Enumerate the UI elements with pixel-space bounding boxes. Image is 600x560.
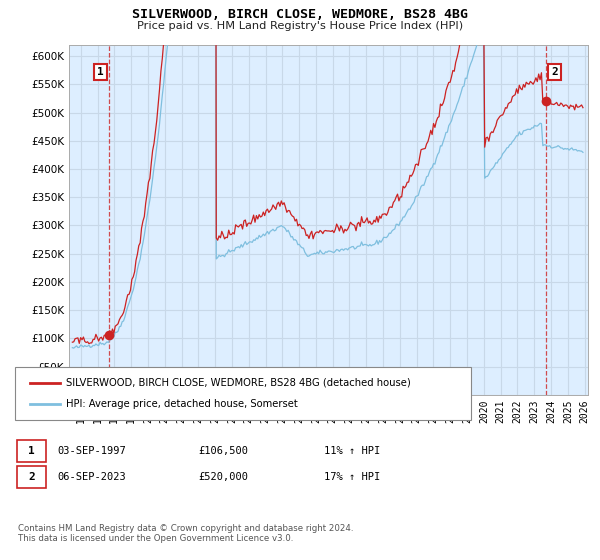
Text: 2: 2 — [551, 67, 558, 77]
Text: Price paid vs. HM Land Registry's House Price Index (HPI): Price paid vs. HM Land Registry's House … — [137, 21, 463, 31]
Text: 11% ↑ HPI: 11% ↑ HPI — [324, 446, 380, 456]
Text: £520,000: £520,000 — [198, 472, 248, 482]
Text: 03-SEP-1997: 03-SEP-1997 — [57, 446, 126, 456]
Text: HPI: Average price, detached house, Somerset: HPI: Average price, detached house, Some… — [66, 399, 298, 409]
Text: 06-SEP-2023: 06-SEP-2023 — [57, 472, 126, 482]
Text: 2: 2 — [28, 472, 35, 482]
Text: SILVERWOOD, BIRCH CLOSE, WEDMORE, BS28 4BG: SILVERWOOD, BIRCH CLOSE, WEDMORE, BS28 4… — [132, 8, 468, 21]
Text: £106,500: £106,500 — [198, 446, 248, 456]
Text: 1: 1 — [97, 67, 104, 77]
Text: SILVERWOOD, BIRCH CLOSE, WEDMORE, BS28 4BG (detached house): SILVERWOOD, BIRCH CLOSE, WEDMORE, BS28 4… — [66, 378, 411, 388]
Text: Contains HM Land Registry data © Crown copyright and database right 2024.
This d: Contains HM Land Registry data © Crown c… — [18, 524, 353, 543]
Text: 1: 1 — [28, 446, 35, 456]
Text: 17% ↑ HPI: 17% ↑ HPI — [324, 472, 380, 482]
